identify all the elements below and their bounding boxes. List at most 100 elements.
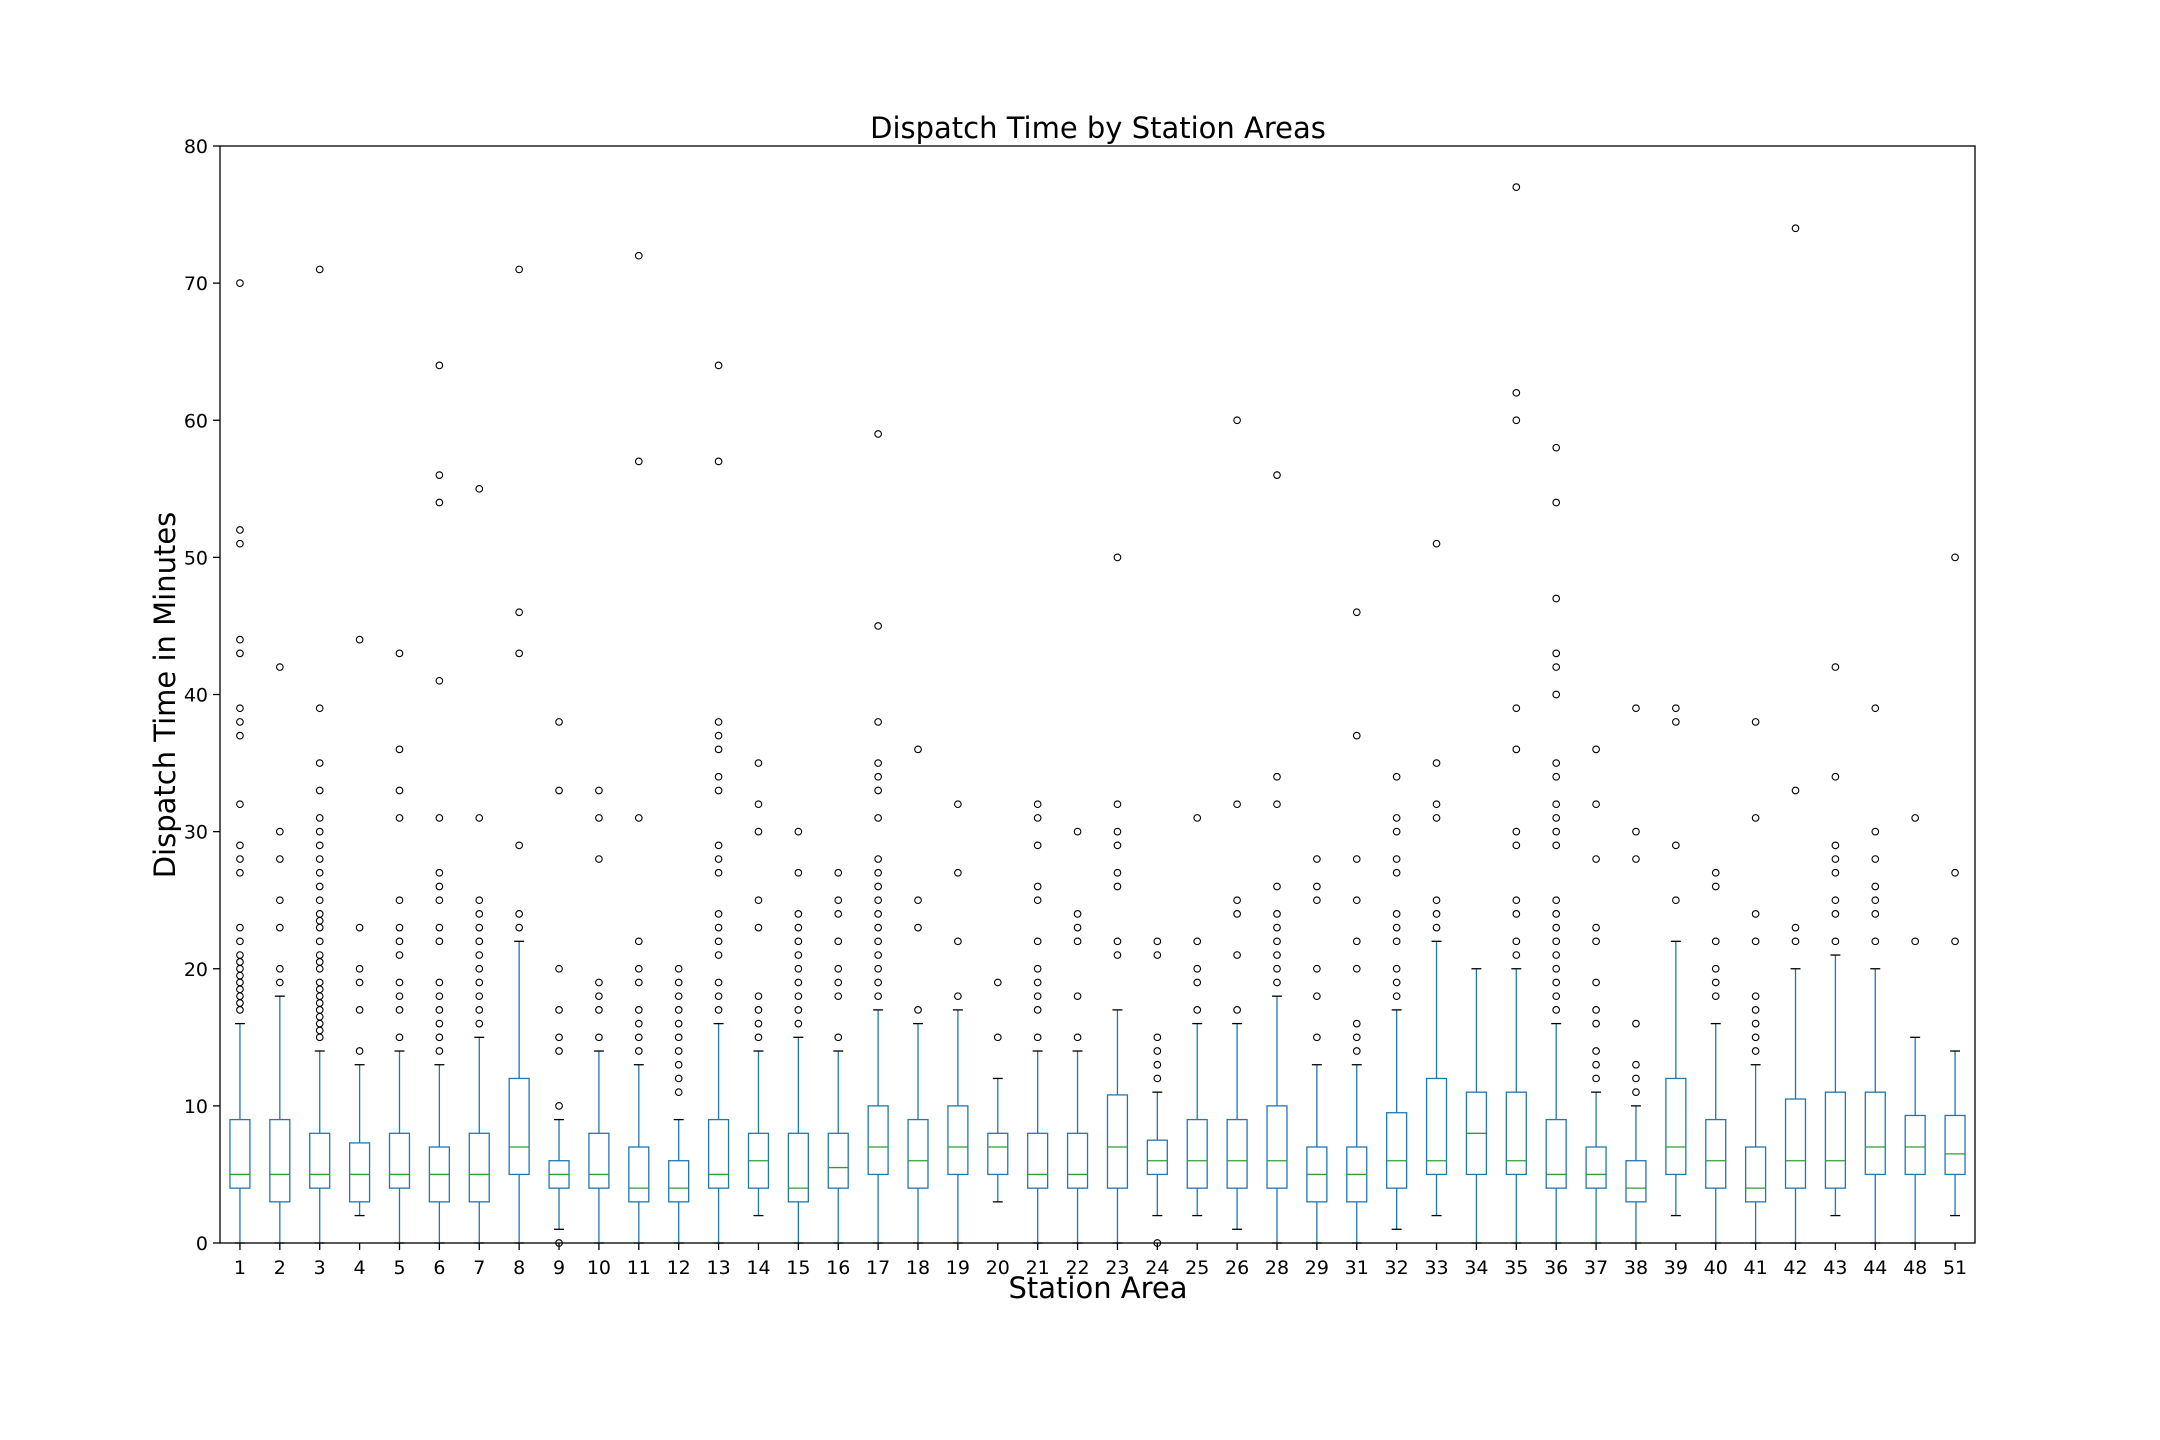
outlier-point (714, 910, 723, 918)
outlier-point (874, 910, 882, 918)
outlier-point (674, 1006, 683, 1014)
outlier-point (1113, 882, 1122, 891)
outlier-point (1113, 868, 1122, 877)
box (1625, 1160, 1647, 1203)
outlier-point (674, 1074, 683, 1083)
outlier-point (236, 999, 244, 1007)
outlier-point (954, 868, 962, 877)
box (787, 1132, 809, 1203)
outlier-point (555, 1006, 563, 1014)
outlier-point (674, 1060, 683, 1069)
outlier-point (1313, 882, 1321, 891)
outlier-point (634, 1006, 643, 1014)
outlier-point (874, 814, 882, 822)
outlier-point (315, 964, 324, 973)
outlier-point (475, 896, 484, 905)
outlier-point (674, 978, 683, 987)
outlier-point (674, 1033, 683, 1042)
outlier-point (1552, 896, 1561, 905)
outlier-point (1392, 827, 1401, 836)
outlier-point (1751, 910, 1760, 918)
outlier-point (1313, 896, 1321, 905)
box (1266, 1105, 1288, 1189)
outlier-point (475, 1006, 484, 1014)
outlier-point (555, 1102, 563, 1110)
outlier-point (236, 539, 244, 548)
outlier-point (1512, 910, 1521, 918)
outlier-point (794, 937, 803, 946)
outlier-point (834, 978, 843, 987)
outlier-point (1831, 896, 1840, 905)
outlier-point (1672, 718, 1680, 726)
outlier-point (1672, 841, 1680, 850)
outlier-point (714, 745, 723, 754)
outlier-point (993, 978, 1002, 987)
outlier-point (1193, 964, 1202, 973)
outlier-point (714, 951, 723, 959)
box (269, 1118, 291, 1203)
outlier-point (1193, 814, 1202, 822)
outlier-point (315, 855, 324, 863)
outlier-point (1831, 868, 1840, 877)
x-tick-label: 5 (393, 1257, 405, 1279)
outlier-point (1352, 855, 1361, 863)
outlier-point (874, 951, 882, 959)
outlier-point (1432, 814, 1441, 822)
outlier-point (1033, 800, 1042, 809)
outlier-point (236, 992, 244, 1001)
outlier-point (435, 1006, 444, 1014)
outlier-point (435, 471, 444, 479)
outlier-point (1871, 827, 1880, 836)
outlier-point (1512, 951, 1521, 959)
x-tick-label: 31 (1345, 1257, 1369, 1279)
outlier-point (1273, 882, 1281, 891)
outlier-point (515, 841, 523, 850)
outlier-point (1911, 937, 1920, 946)
plot-frame (219, 145, 1976, 1244)
outlier-point (714, 772, 723, 781)
outlier-point (315, 999, 324, 1007)
outlier-point (914, 1006, 922, 1014)
outlier-point (674, 1019, 683, 1028)
outlier-point (395, 923, 404, 932)
outlier-point (634, 457, 643, 466)
outlier-point (236, 868, 244, 877)
outlier-point (395, 937, 404, 946)
outlier-point (475, 978, 484, 987)
outlier-point (1073, 1033, 1082, 1042)
outlier-point (595, 992, 603, 1001)
outlier-point (1871, 910, 1880, 918)
outlier-point (1512, 388, 1521, 397)
outlier-point (1632, 704, 1640, 713)
outlier-point (1392, 814, 1401, 822)
outlier-point (954, 800, 962, 809)
box (628, 1146, 650, 1203)
x-tick-label: 8 (513, 1257, 525, 1279)
outlier-point (1512, 704, 1521, 713)
outlier-point (634, 1033, 643, 1042)
x-tick-label: 26 (1225, 1257, 1249, 1279)
outlier-point (1512, 937, 1521, 946)
outlier-point (435, 361, 444, 370)
outlier-point (1113, 800, 1122, 809)
x-tick-label: 18 (906, 1257, 930, 1279)
box (1106, 1094, 1129, 1189)
outlier-point (595, 855, 603, 863)
outlier-point (1711, 882, 1720, 891)
outlier-point (275, 923, 284, 932)
outlier-point (236, 841, 244, 850)
outlier-point (395, 814, 404, 822)
outlier-point (1592, 1047, 1600, 1055)
y-axis-label: Dispatch Time in Minutes (148, 512, 182, 879)
outlier-point (236, 731, 244, 740)
y-tick-label: 30 (184, 822, 208, 844)
outlier-point (1313, 855, 1321, 863)
x-tick-label: 9 (553, 1257, 565, 1279)
outlier-point (1432, 800, 1441, 809)
outlier-point (714, 457, 723, 466)
outlier-point (1352, 1019, 1361, 1028)
outlier-point (1073, 992, 1082, 1001)
outlier-point (1552, 800, 1561, 809)
outlier-point (236, 800, 244, 809)
